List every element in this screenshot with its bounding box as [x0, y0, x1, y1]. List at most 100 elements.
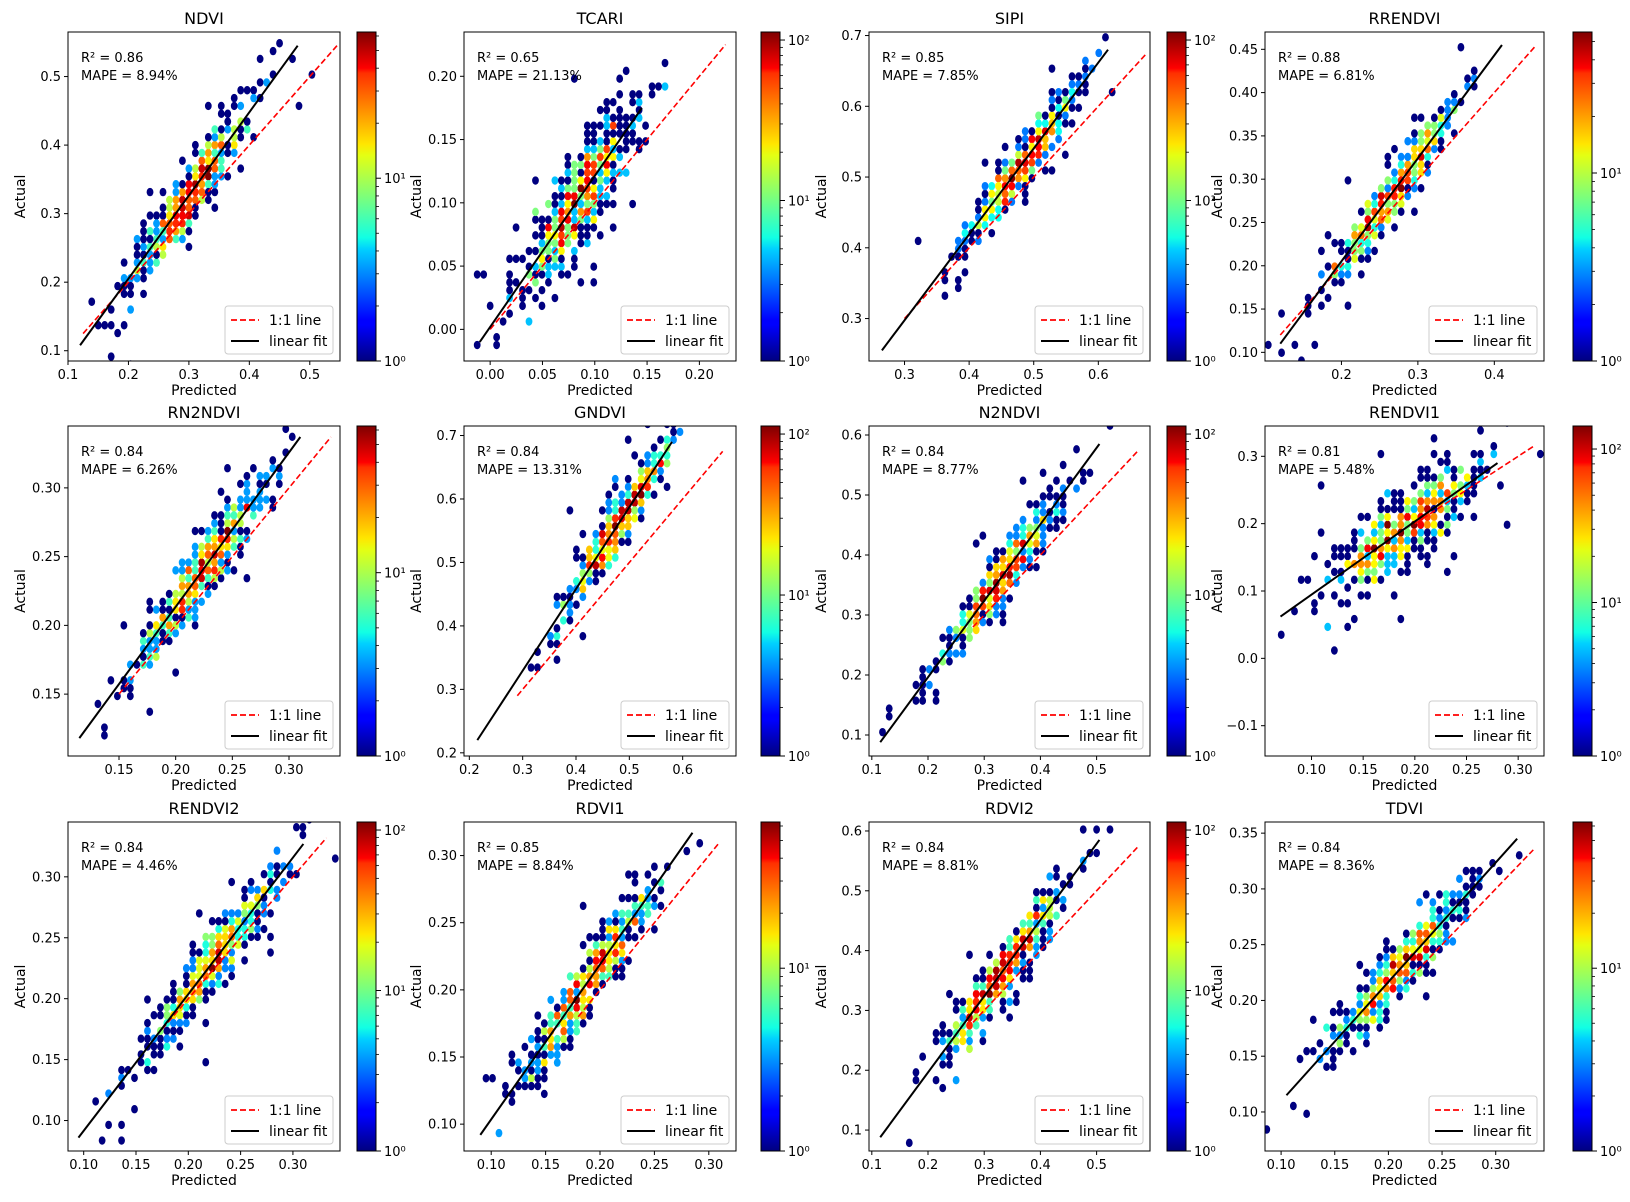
hexbin-cell — [939, 1060, 947, 1069]
hexbin-cell — [1019, 919, 1027, 928]
x-tick-label: 0.1 — [861, 1158, 882, 1173]
hexbin-cell — [1411, 144, 1418, 154]
hexbin-cell — [1411, 129, 1418, 138]
colorbar-gradient — [356, 31, 377, 362]
hexbin-cell — [1006, 950, 1014, 960]
hexbin-cell — [178, 621, 186, 630]
hexbin-cell — [644, 490, 652, 499]
hexbin-cell — [999, 997, 1007, 1007]
hexbin-cell — [609, 113, 617, 123]
hexbin-cell — [1382, 937, 1390, 946]
hexbin-cell — [631, 893, 639, 903]
hexbin-cell — [191, 195, 199, 205]
hexbin-cell — [603, 105, 611, 115]
hexbin-cell — [570, 246, 578, 256]
hexbin-cell — [981, 181, 989, 191]
hexbin-cell — [988, 181, 996, 191]
hexbin-cell — [1357, 528, 1365, 537]
hexbin-cell — [527, 1050, 535, 1059]
hexbin-cell — [241, 940, 249, 949]
hexbin-cell — [169, 1034, 177, 1043]
hexbin-cell — [159, 629, 167, 638]
hexbin-cell — [959, 610, 967, 619]
hexbin-cell — [1349, 1046, 1357, 1056]
hexbin-cell — [919, 672, 927, 682]
hexbin-cell — [532, 246, 539, 256]
hexbin-cell — [592, 956, 600, 965]
subplot-rrendvi: 0.2 0.3 0.40.100.150.200.250.300.350.400.4… — [1210, 9, 1622, 399]
hexbin-cell — [185, 574, 193, 583]
hexbin-cell — [952, 1021, 960, 1030]
hexbin-cell — [169, 995, 177, 1004]
hexbin-cell — [1357, 512, 1365, 522]
hexbin-cell — [1397, 199, 1405, 209]
hexbin-cell — [1382, 1015, 1390, 1025]
legend-fit-label: linear fit — [1473, 1124, 1532, 1140]
y-tick-label: 0.5 — [40, 70, 61, 85]
hexbin-cell — [611, 506, 619, 515]
hexbin-cell — [663, 459, 671, 468]
y-axis-label: Actual — [13, 569, 29, 613]
hexbin-cell — [583, 191, 591, 201]
hexbin-cell — [966, 997, 973, 1007]
x-tick-label: 0.5 — [1086, 763, 1107, 778]
hexbin-cell — [1370, 559, 1378, 569]
hexbin-cell — [959, 997, 967, 1007]
hexbin-cell — [249, 464, 257, 473]
hexbin-cell — [570, 184, 578, 193]
hexbin-cell — [1437, 105, 1445, 115]
hexbin-cell — [1055, 119, 1063, 128]
colorbar-tick-label: 10⁰ — [1600, 355, 1622, 370]
hexbin-cell — [551, 238, 559, 248]
hexbin-cell — [583, 129, 591, 138]
hexbin-cell — [144, 1034, 151, 1043]
hexbin-cell — [1417, 497, 1425, 506]
colorbar-tick-label: 10⁰ — [384, 750, 406, 765]
hexbin-cell — [609, 152, 617, 162]
hexbin-cell — [1350, 544, 1358, 553]
hexbin-cell — [1410, 512, 1418, 522]
hexbin-cell — [1277, 630, 1285, 639]
hexbin-cell — [254, 885, 261, 895]
hexbin-cell — [599, 925, 606, 934]
hexbin-cell — [204, 156, 212, 165]
hexbin-cell — [959, 1036, 967, 1046]
hexbin-cell — [243, 117, 251, 126]
hexbin-cell — [237, 495, 244, 504]
x-tick-label: 0.5 — [299, 368, 320, 383]
hexbin-cell — [564, 176, 572, 185]
hexbin-cell — [527, 1066, 535, 1075]
hexbin-cell — [1317, 528, 1325, 537]
hexbin-cell — [243, 471, 251, 481]
hexbin-cell — [237, 503, 244, 512]
hexbin-cell — [1012, 531, 1020, 540]
hexbin-cell — [988, 197, 996, 207]
hexbin-cell — [493, 332, 501, 342]
hexbin-cell — [1012, 927, 1020, 936]
hexbin-cell — [243, 479, 251, 489]
hexbin-cell — [519, 254, 526, 264]
x-tick-label: 0.15 — [531, 1158, 560, 1173]
colorbar-tick-label: 10⁰ — [384, 1145, 406, 1160]
hexbin-cell — [596, 176, 604, 185]
hexbin-cell — [624, 474, 632, 484]
hexbin-cell — [596, 184, 604, 193]
hexbin-cell — [525, 317, 533, 326]
hexbin-cell — [592, 987, 600, 997]
hexbin-cell — [564, 184, 572, 193]
hexbin-cell — [1450, 504, 1458, 514]
hexbin-cell — [1443, 449, 1451, 459]
hexbin-cell — [1343, 1031, 1350, 1040]
hexbin-cell — [1324, 622, 1332, 632]
hexbin-cell — [1390, 504, 1398, 514]
hexbin-cell — [152, 636, 160, 646]
hexbin-cell — [101, 321, 109, 330]
hexbin-cell — [1363, 1023, 1370, 1032]
one-to-one-line — [489, 44, 727, 330]
x-axis-label: Predicted — [1372, 778, 1438, 794]
hexbin-cell — [1006, 555, 1014, 564]
hexbin-cell — [525, 246, 533, 256]
hexbin-cell — [946, 1036, 953, 1046]
